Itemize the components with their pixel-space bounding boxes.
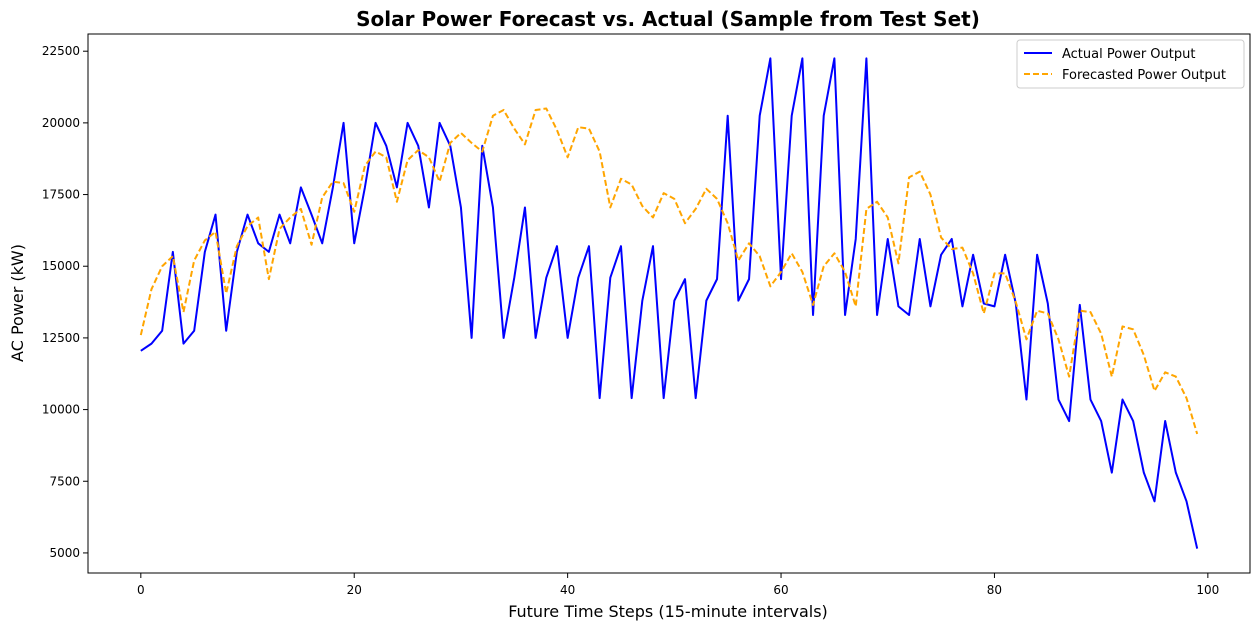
legend-label-forecast: Forecasted Power Output [1062,68,1226,83]
legend-box [1016,39,1245,89]
x-tick-label: 100 [1196,583,1219,597]
x-axis-label: Future Time Steps (15-minute intervals) [508,602,828,621]
legend-label-actual: Actual Power Output [1062,47,1195,62]
x-tick-label: 20 [347,583,362,597]
x-tick-label: 80 [987,583,1002,597]
x-tick-label: 40 [560,583,575,597]
y-axis: 5000 7500 10000 12500 15000 17500 20000 22500 [42,44,88,560]
y-tick-label: 22500 [42,44,80,58]
x-axis: 0 20 40 60 80 100 [137,573,1219,597]
legend: Actual Power Output Forecasted Power Out… [1016,39,1245,89]
chart-title: Solar Power Forecast vs. Actual (Sample … [356,7,980,31]
plot-area [139,57,1199,549]
y-tick-label: 5000 [49,546,80,560]
series-line-actual [140,57,1199,549]
y-tick-label: 12500 [42,331,80,345]
y-tick-label: 17500 [42,188,80,202]
y-tick-label: 20000 [42,116,80,130]
plot-frame [87,33,1251,574]
y-axis-label: AC Power (kW) [8,244,27,362]
y-tick-label: 10000 [42,403,80,417]
x-tick-label: 60 [773,583,788,597]
x-tick-label: 0 [137,583,145,597]
series-line-forecast [139,107,1199,435]
y-tick-label: 15000 [42,259,80,273]
y-tick-label: 7500 [49,474,80,488]
